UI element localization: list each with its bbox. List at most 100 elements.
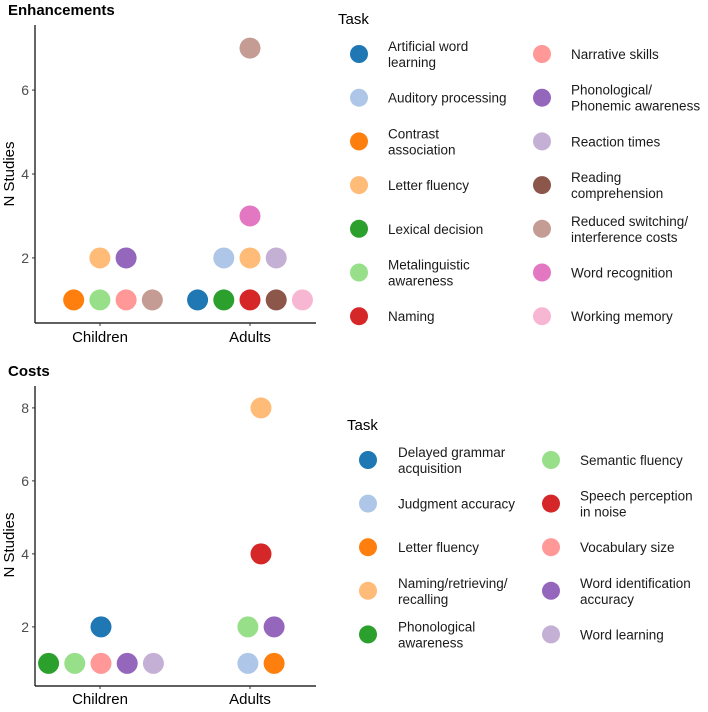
legend-key [359,625,377,644]
data-point [64,652,86,674]
legend-label: Word identification [580,576,691,591]
data-point [116,652,138,674]
legend-key [542,538,560,557]
legend-label: Naming [388,309,435,324]
y-tick-label: 6 [21,82,29,98]
legend-label: Reading [571,170,621,185]
y-axis-label: N Studies [1,512,18,577]
data-point [250,543,272,565]
legend-label: Word learning [580,627,664,642]
legend-label: in noise [580,505,627,520]
y-tick-label: 4 [21,546,29,562]
data-point [237,652,259,674]
data-point [237,616,259,638]
legend-key [350,88,368,107]
data-point [239,289,261,311]
legend-label: comprehension [571,186,663,201]
data-point [265,247,287,269]
data-point [265,289,287,311]
legend-key [533,307,551,326]
y-tick-label: 6 [21,473,29,489]
legend-key [350,132,368,151]
data-point [115,289,137,311]
data-point [89,289,111,311]
legend-label: interference costs [571,230,678,245]
panel-title: Costs [8,363,50,380]
legend-key [359,538,377,557]
legend-label: Phonological [398,619,475,634]
legend-label: acquisition [398,461,462,476]
legend-label: Vocabulary size [580,540,675,555]
legend-key [359,581,377,600]
panel-title: Enhancements [8,2,115,19]
legend-label: accuracy [580,592,634,607]
legend-key [359,494,377,513]
legend-label: Contrast [388,126,439,141]
legend-label: association [388,142,456,157]
legend-key [359,451,377,469]
x-tick-label: Children [72,329,128,346]
legend-key [533,263,551,282]
legend-label: Judgment accuracy [398,497,515,512]
legend-label: Reaction times [571,134,661,149]
legend-key [350,263,368,282]
data-point [187,289,209,311]
legend-label: Artificial word [388,39,468,54]
x-tick-label: Children [72,691,128,707]
data-point [263,652,285,674]
data-point [90,616,112,638]
x-tick-label: Adults [229,691,271,707]
legend-title: Task [338,11,369,28]
data-point [250,397,272,419]
x-tick-label: Adults [229,329,271,346]
legend-key [542,451,560,469]
y-tick-label: 8 [21,400,29,416]
legend-label: Metalinguistic [388,258,470,273]
data-point [263,616,285,638]
legend-key [350,219,368,238]
data-point [115,247,137,269]
legend-label: Delayed grammar [398,445,506,460]
legend-label: Lexical decision [388,222,483,237]
legend-key [542,581,560,600]
legend-label: awareness [388,274,454,289]
data-point [239,37,261,59]
legend-label: Letter fluency [388,178,469,193]
legend-key [542,625,560,644]
legend-label: Naming/retrieving/ [398,576,508,591]
data-point [90,652,112,674]
legend-key [533,88,551,107]
legend-label: Semantic fluency [580,453,683,468]
legend-key [542,494,560,513]
data-point [63,289,85,311]
data-point [291,289,313,311]
y-axis-label: N Studies [1,141,18,206]
y-tick-label: 4 [21,166,29,182]
legend-label: Narrative skills [571,47,659,62]
data-point [38,652,60,674]
legend-label: recalling [398,592,448,607]
data-point [239,205,261,227]
legend-label: Speech perception [580,489,693,504]
legend-label: awareness [398,635,464,650]
legend-key [533,219,551,238]
legend-key [533,176,551,195]
legend-label: Word recognition [571,266,673,281]
legend-label: Reduced switching/ [571,214,688,229]
legend-label: Phonological/ [571,83,652,98]
legend-key [533,132,551,151]
legend-key [350,307,368,326]
data-point [142,652,164,674]
legend-key [533,45,551,63]
legend-label: Letter fluency [398,540,479,555]
data-point [213,289,235,311]
legend-title: Task [347,417,378,434]
data-point [239,247,261,269]
data-point [141,289,163,311]
legend-label: Phonemic awareness [571,99,700,114]
legend-key [350,176,368,195]
legend-label: learning [388,55,436,70]
y-tick-label: 2 [21,619,29,635]
y-tick-label: 2 [21,250,29,266]
